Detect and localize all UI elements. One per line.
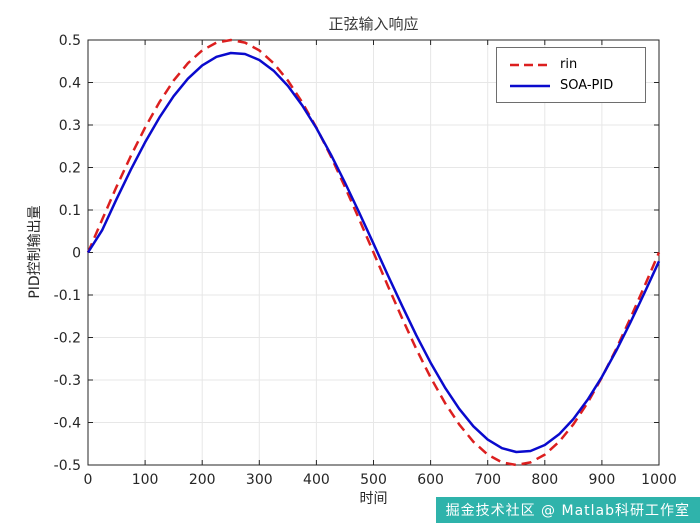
- legend-line-sample-rin: [510, 63, 550, 66]
- y-tick-label: 0: [72, 246, 81, 262]
- legend-line-sample-soa-pid: [510, 84, 550, 87]
- y-tick-label: -0.4: [54, 416, 81, 432]
- series-rin: [86, 38, 661, 467]
- y-tick-label: -0.3: [54, 373, 81, 389]
- x-tick-label: 600: [417, 472, 444, 488]
- x-tick-label: 800: [531, 472, 558, 488]
- legend-label-rin: rin: [560, 57, 578, 72]
- y-tick-label: 0.2: [59, 161, 81, 177]
- x-tick-label: 1000: [641, 472, 677, 488]
- legend-label-soa-pid: SOA-PID: [560, 78, 614, 93]
- y-tick-label: 0.3: [59, 118, 81, 134]
- x-tick-label: 300: [246, 472, 273, 488]
- legend: rin SOA-PID: [496, 47, 646, 103]
- y-tick-label: -0.1: [54, 288, 81, 304]
- series-soa-pid: [86, 51, 661, 454]
- legend-item-rin: rin: [509, 54, 645, 75]
- x-axis-label: 时间: [359, 491, 388, 507]
- x-tick-label: 900: [589, 472, 616, 488]
- y-tick-label: 0.1: [59, 203, 81, 219]
- x-tick-label: 500: [360, 472, 387, 488]
- x-tick-label: 0: [84, 472, 93, 488]
- x-tick-label: 400: [303, 472, 330, 488]
- x-tick-label: 200: [189, 472, 216, 488]
- x-tick-label: 100: [132, 472, 159, 488]
- y-tick-label: -0.2: [54, 331, 81, 347]
- x-tick-label: 700: [474, 472, 501, 488]
- chart-title: 正弦输入响应: [328, 15, 419, 33]
- y-tick-label: 0.4: [59, 76, 81, 92]
- y-tick-label: 0.5: [59, 33, 81, 49]
- legend-item-soa-pid: SOA-PID: [509, 75, 645, 96]
- y-axis-label: PID控制输出量: [27, 205, 43, 299]
- y-tick-label: -0.5: [54, 458, 81, 474]
- watermark: 掘金技术社区 @ Matlab科研工作室: [435, 497, 700, 523]
